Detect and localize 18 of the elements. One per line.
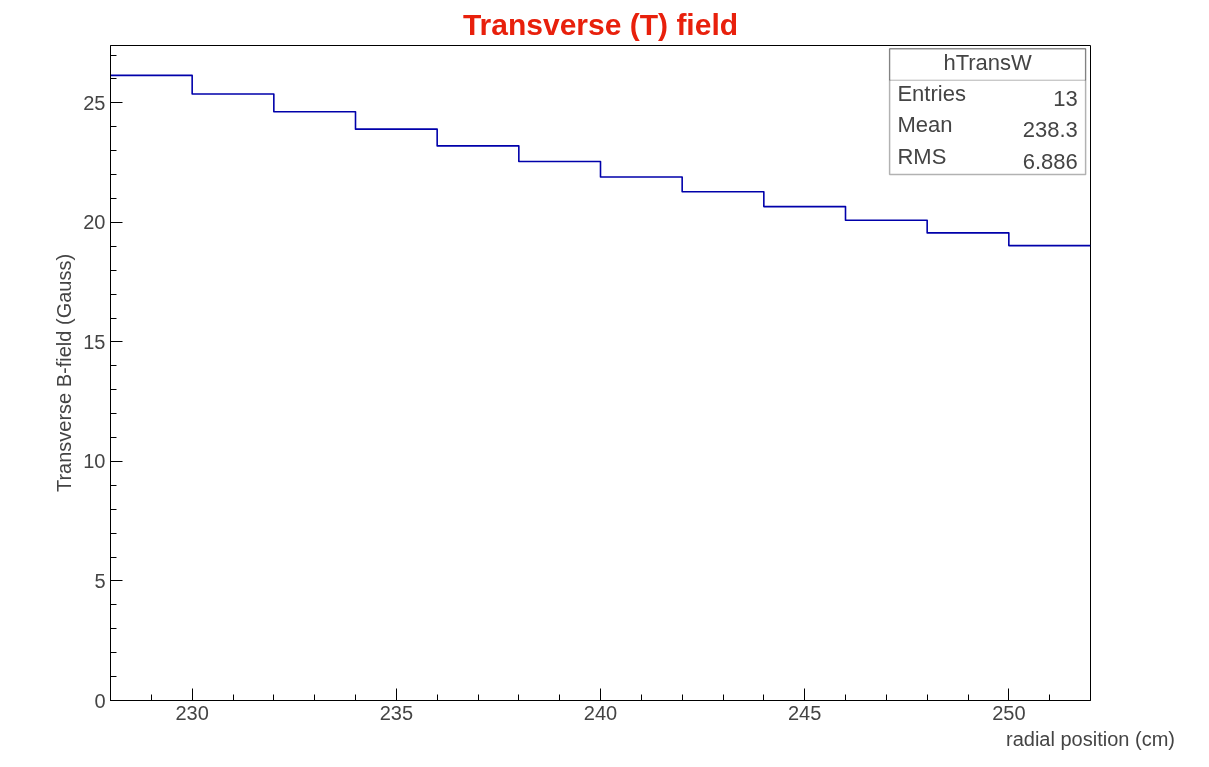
text: Mean 238.3 xyxy=(897,112,1078,143)
y-tick-label: 0 xyxy=(94,689,106,712)
x-tick-label: 245 xyxy=(787,701,822,724)
x-tick-label: 230 xyxy=(175,701,209,724)
y-tick-label: 15 xyxy=(83,330,106,353)
annotation: hTransW xyxy=(943,49,1033,75)
y-axis-title: Transverse B-field (Gauss) xyxy=(53,253,76,493)
x-tick-label: 240 xyxy=(583,701,618,724)
y-tick-label: 5 xyxy=(94,569,106,592)
y-tick-label: 10 xyxy=(83,450,106,473)
y-tick-label: 25 xyxy=(83,91,106,114)
text: Entries 13 xyxy=(897,81,1078,111)
y-tick-label: 20 xyxy=(83,211,106,234)
x-tick-label: 235 xyxy=(379,701,414,724)
text: RMS 6.886 xyxy=(897,143,1078,174)
x-axis-title: radial position (cm) xyxy=(1006,727,1175,750)
x-tick-label: 250 xyxy=(992,701,1026,724)
chart-title: Transverse (T) field xyxy=(462,7,739,41)
